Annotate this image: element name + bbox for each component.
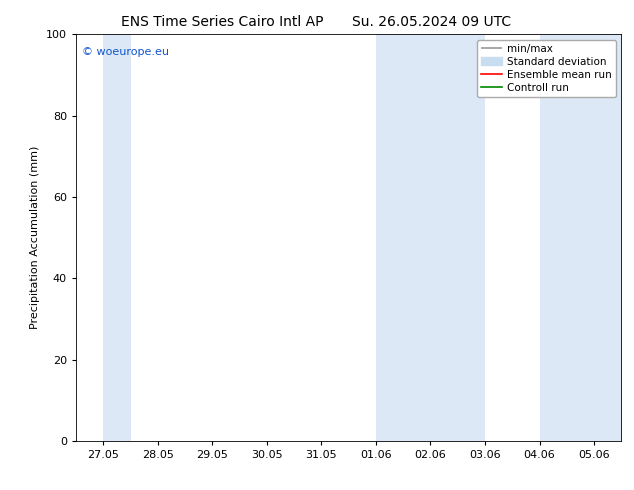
Bar [103, 34, 131, 441]
Legend: min/max, Standard deviation, Ensemble mean run, Controll run: min/max, Standard deviation, Ensemble me… [477, 40, 616, 97]
Text: ENS Time Series Cairo Intl AP: ENS Time Series Cairo Intl AP [120, 15, 323, 29]
Text: Su. 26.05.2024 09 UTC: Su. 26.05.2024 09 UTC [352, 15, 510, 29]
Bar [376, 34, 485, 441]
Y-axis label: Precipitation Accumulation (mm): Precipitation Accumulation (mm) [30, 146, 41, 329]
Bar [540, 34, 621, 441]
Text: © woeurope.eu: © woeurope.eu [82, 47, 169, 56]
